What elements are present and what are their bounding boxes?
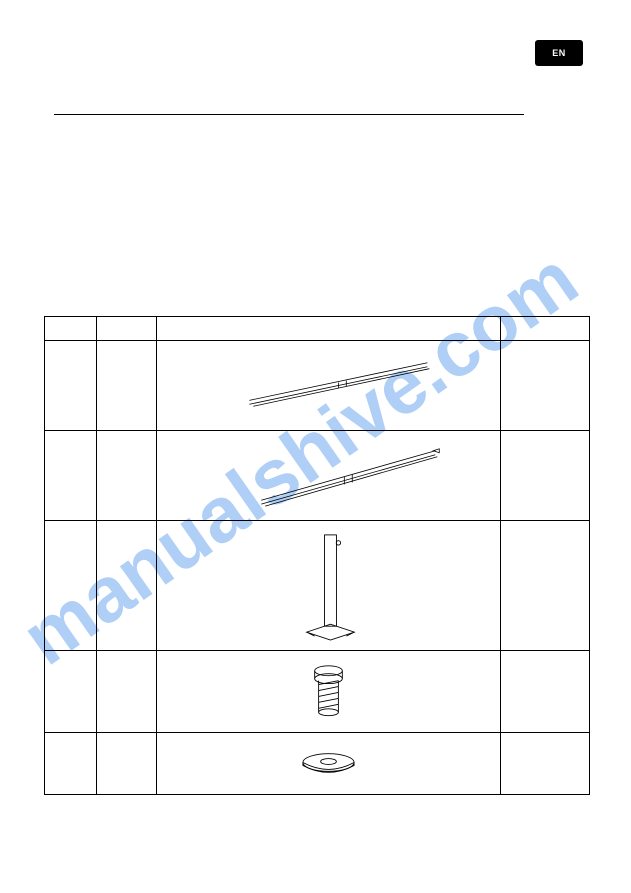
table-row (45, 431, 590, 521)
cell (97, 521, 157, 651)
cell-illustration (157, 341, 501, 431)
language-badge: EN (535, 40, 583, 66)
screw-icon (157, 651, 500, 732)
hdr-cell (45, 317, 97, 341)
table-row (45, 521, 590, 651)
title-underline (54, 114, 524, 115)
cell (501, 431, 590, 521)
hdr-cell (157, 317, 501, 341)
cell (501, 521, 590, 651)
cell-illustration (157, 733, 501, 795)
post-icon (157, 521, 500, 650)
parts-table (44, 316, 590, 795)
cell (45, 651, 97, 733)
hdr-cell (501, 317, 590, 341)
cell-illustration (157, 651, 501, 733)
washer-icon (157, 733, 500, 794)
cell (97, 651, 157, 733)
rail-upper-icon (157, 341, 500, 430)
cell-illustration (157, 521, 501, 651)
cell (97, 431, 157, 521)
cell (97, 733, 157, 795)
cell (501, 733, 590, 795)
page: manualshive.com EN (0, 0, 631, 893)
cell (45, 521, 97, 651)
table-header-row (45, 317, 590, 341)
table-row (45, 341, 590, 431)
table-row (45, 733, 590, 795)
table-row (45, 651, 590, 733)
cell (501, 651, 590, 733)
cell (97, 341, 157, 431)
cell (45, 341, 97, 431)
cell-illustration (157, 431, 501, 521)
rail-lower-icon (157, 431, 500, 520)
language-badge-text: EN (552, 48, 566, 58)
hdr-cell (97, 317, 157, 341)
cell (45, 431, 97, 521)
cell (501, 341, 590, 431)
cell (45, 733, 97, 795)
